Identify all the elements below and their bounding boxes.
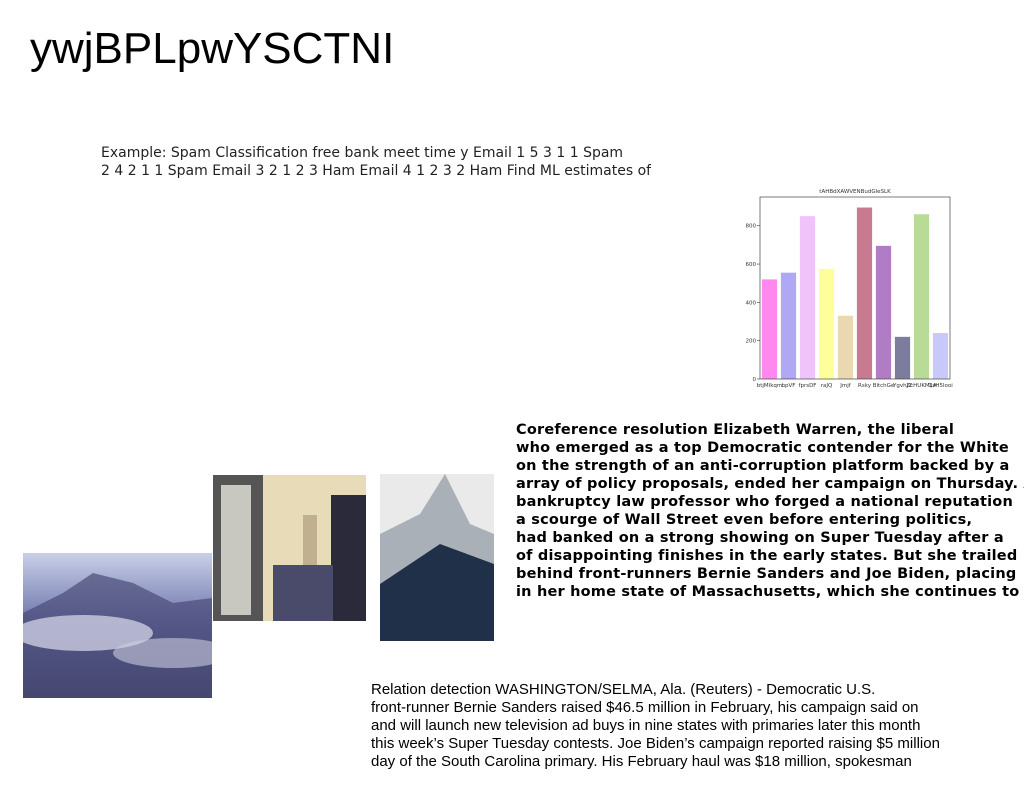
text-line: array of policy proposals, ended her cam… xyxy=(516,476,1024,492)
x-tick-label: BitchGe xyxy=(873,383,895,389)
text-line: a scourge of Wall Street even before ent… xyxy=(516,512,973,528)
y-tick-label: 800 xyxy=(746,224,757,230)
text-line: and will launch new television ad buys i… xyxy=(371,717,921,734)
text-line: of disappointing finishes in the early s… xyxy=(516,548,1018,564)
bar xyxy=(780,272,797,379)
x-tick-label: ZcHUKMLA xyxy=(906,383,936,389)
bar xyxy=(913,214,930,379)
x-tick-label: YgvhJZ xyxy=(892,383,912,389)
bar xyxy=(932,333,949,379)
image-alpine-peak xyxy=(380,474,494,641)
text-line: in her home state of Massachusetts, whic… xyxy=(516,584,1020,600)
x-tick-label: bpVF xyxy=(782,383,796,389)
x-tick-label: QzH5looi xyxy=(928,383,953,389)
page-title: ywjBPLpwYSCTNI xyxy=(30,24,395,73)
intro-text: Example: Spam Classification free bank m… xyxy=(101,144,651,180)
text-line: had banked on a strong showing on Super … xyxy=(516,530,1004,546)
x-tick-label: fprsDF xyxy=(799,383,817,389)
text-line: day of the South Carolina primary. His F… xyxy=(371,753,912,770)
x-tick-label: Jmjf xyxy=(839,383,852,389)
text-line: who emerged as a top Democratic contende… xyxy=(516,440,1009,456)
text-line: behind front-runners Bernie Sanders and … xyxy=(516,566,1017,582)
text-line: Coreference resolution Elizabeth Warren,… xyxy=(516,422,955,438)
bar xyxy=(837,315,854,379)
y-tick-label: 600 xyxy=(746,262,757,268)
text-line: 2 4 2 1 1 Spam Email 3 2 1 2 3 Ham Email… xyxy=(101,163,652,179)
x-tick-label: btjMlkqm xyxy=(757,383,782,389)
bar xyxy=(856,207,873,379)
y-tick-label: 400 xyxy=(746,300,757,306)
y-tick-label: 200 xyxy=(746,339,757,345)
bar xyxy=(799,216,816,379)
bar xyxy=(761,279,778,379)
text-line: this week’s Super Tuesday contests. Joe … xyxy=(371,735,940,752)
article-plain: Relation detection WASHINGTON/SELMA, Ala… xyxy=(371,681,940,771)
bar xyxy=(894,336,911,379)
chart-title: tAHBdXAWVENBudGleSLK xyxy=(819,189,891,195)
image-mountain-clouds xyxy=(23,553,212,698)
text-line: Example: Spam Classification free bank m… xyxy=(101,145,624,161)
y-tick-label: 0 xyxy=(753,377,757,383)
x-tick-label: Rsky xyxy=(858,383,872,389)
image-city-street xyxy=(213,475,366,621)
text-line: bankruptcy law professor who forged a na… xyxy=(516,494,1013,510)
text-line: on the strength of an anti-corruption pl… xyxy=(516,458,1010,474)
text-line: front-runner Bernie Sanders raised $46.5… xyxy=(371,699,919,716)
plot-frame xyxy=(759,196,951,380)
x-tick-label: raJQ xyxy=(821,383,833,389)
bar xyxy=(818,268,835,379)
chart: tAHBdXAWVENBudGleSLK 0 200 400 600 800 btjMlkq… xyxy=(746,189,954,389)
article-bold: Coreference resolution Elizabeth Warren,… xyxy=(516,421,1024,601)
text-line: Relation detection WASHINGTON/SELMA, Ala… xyxy=(371,681,876,698)
bar xyxy=(875,245,892,379)
